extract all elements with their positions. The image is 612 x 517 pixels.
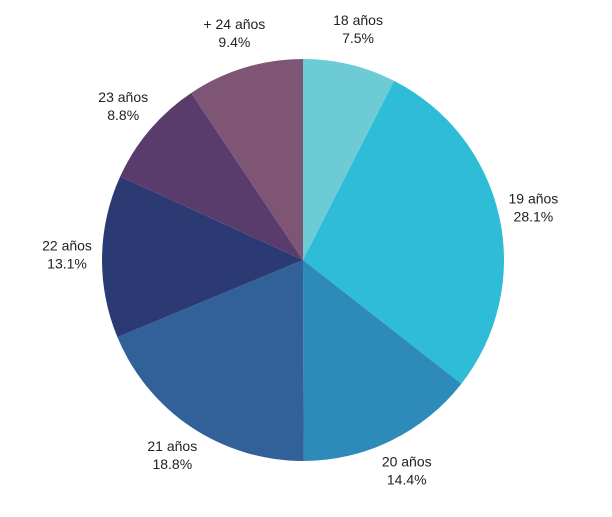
pie-slice [303,80,505,384]
slice-value-label: 14.4% [387,472,427,488]
pie-slice [117,260,304,461]
slice-value-label: 18.8% [152,456,192,472]
pie-slice [303,260,462,461]
pie-slice [120,92,303,260]
slice-label: 19 años [508,191,558,207]
slice-value-label: 13.1% [47,256,87,272]
slice-label: 18 años [333,12,383,28]
slice-value-label: 7.5% [342,30,374,46]
slice-value-label: 28.1% [514,209,554,225]
pie-slice [303,59,395,260]
slice-value-label: 8.8% [107,107,139,123]
pie-slice [102,176,304,338]
slice-value-label: 9.4% [218,34,250,50]
slice-label: + 24 años [203,16,265,32]
pie-slice [191,59,303,260]
slice-label: 22 años [42,238,92,254]
slice-label: 23 años [98,89,148,105]
slice-label: 20 años [382,454,432,470]
slice-label: 21 años [147,438,197,454]
